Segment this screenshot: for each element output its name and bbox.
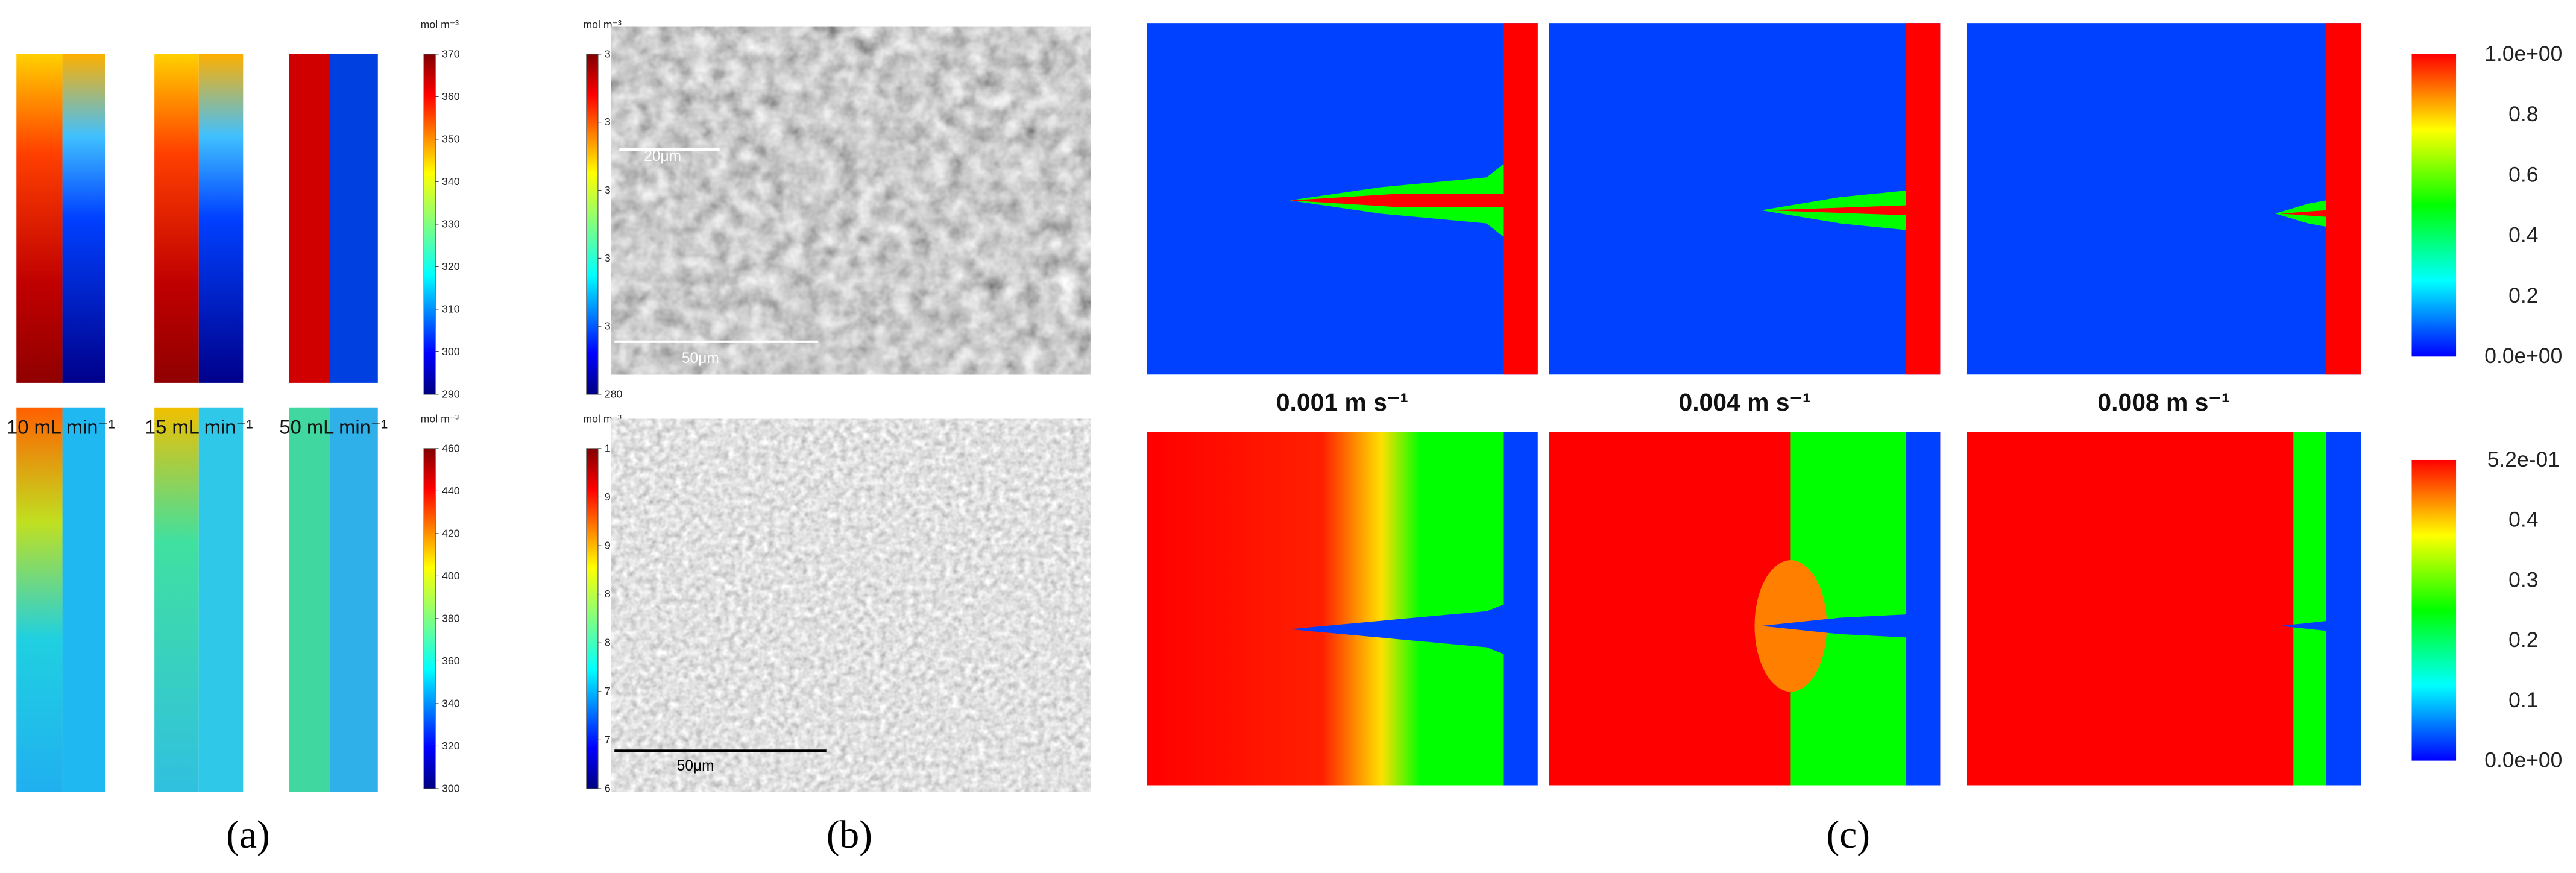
colorbar — [586, 448, 599, 789]
colorbar-unit: mol m⁻³ — [421, 18, 459, 30]
image-region — [330, 407, 378, 792]
colorbar-tick-label: 440 — [442, 485, 460, 497]
image-region — [1966, 23, 2361, 375]
colorbar-tick-label: 0.0e+00 — [2484, 748, 2562, 772]
image-region — [62, 54, 105, 383]
colorbar-tick-label: 330 — [442, 218, 460, 230]
colorbar-tick-label: 360 — [442, 655, 460, 667]
panel-letter: (c) — [1826, 813, 1870, 857]
colorbar-tick-label: 0.6 — [2508, 162, 2538, 186]
colorbar-tick-label: 300 — [442, 782, 460, 794]
panel-a: 10 mL min⁻¹ 15 mL min⁻¹ 50 mL min⁻¹ mol … — [7, 18, 628, 857]
image-region — [1906, 432, 1941, 786]
image-region — [611, 418, 1091, 792]
flow-label: 10 mL min⁻¹ — [7, 415, 115, 438]
colorbar-tick-label: 0.1 — [2508, 688, 2538, 712]
image-region — [289, 407, 330, 792]
colorbar — [423, 54, 436, 395]
image-region — [16, 407, 63, 792]
colorbar-tick-label: 360 — [442, 90, 460, 102]
colorbar-tick-label: 0.2 — [2508, 628, 2538, 652]
colorbar-tick-label: 5.2e-01 — [2487, 447, 2560, 471]
scale-bar: mol m⁻³ 370 360 350 340 330 320 310 300 290 mol m⁻… — [421, 18, 629, 794]
colorbar-tick-label: 380 — [442, 612, 460, 624]
panel-b: 20μm 50μm 50μm (b) — [610, 25, 1091, 857]
colorbar-tick-label: 310 — [442, 303, 460, 315]
dendrite-shape — [1290, 604, 1504, 654]
colorbar-unit: mol m⁻³ — [421, 412, 459, 424]
scale-bar-label: 50μm — [677, 758, 714, 774]
dendrite-shape — [1761, 614, 1906, 638]
image-region — [289, 54, 330, 383]
colorbar — [586, 54, 599, 395]
colorbar-tick-label: 420 — [442, 527, 460, 539]
velocity-label: 0.008 m s⁻¹ — [2097, 388, 2229, 416]
colorbar-tick-label: 0.2 — [2508, 283, 2538, 307]
scale-bar: 1.0e+00 0.8 0.6 0.4 0.2 0.0e+00 5.2e-01 0.4 0.3 0… — [2411, 42, 2562, 772]
colorbar-tick-label: 0.0e+00 — [2484, 344, 2562, 368]
image-region — [16, 54, 63, 383]
image-region — [198, 54, 244, 383]
image-region — [1503, 23, 1538, 375]
panel-letter: (a) — [226, 813, 270, 857]
colorbar-tick-label: 400 — [442, 570, 460, 582]
image-region — [154, 407, 199, 792]
scale-bar-label: 50μm — [682, 350, 719, 367]
scale-bar-label: 20μm — [644, 148, 681, 165]
panel-c: 0.001 m s⁻¹ 0.004 m s⁻¹ 0.008 m s⁻¹ 1.0e… — [1147, 23, 2562, 857]
image-region — [1906, 23, 1941, 375]
colorbar-tick-label: 0.3 — [2508, 567, 2538, 591]
image-region — [2326, 432, 2361, 786]
colorbar-tick-label: 460 — [442, 442, 460, 454]
image-region — [610, 25, 801, 169]
image-region — [2293, 432, 2326, 786]
colorbar-tick-label: 340 — [442, 175, 460, 188]
colorbar-tick-label: 300 — [442, 345, 460, 358]
image-region — [62, 407, 105, 792]
colorbar-tick-label: 1.0e+00 — [2484, 42, 2562, 66]
flow-label: 15 mL min⁻¹ — [145, 415, 253, 438]
image-region — [198, 407, 244, 792]
flow-label: 50 mL min⁻¹ — [279, 415, 388, 438]
colorbar-tick-label: 0.4 — [2508, 223, 2538, 247]
dendrite-shape — [2280, 621, 2326, 631]
colorbar-tick-label: 370 — [442, 48, 460, 60]
image-region — [154, 54, 199, 383]
colorbar — [423, 448, 436, 789]
colorbar-tick-label: 280 — [605, 388, 623, 400]
colorbar-tick-label: 350 — [442, 133, 460, 145]
colorbar-tick-label: 0.4 — [2508, 508, 2538, 532]
image-region — [1503, 432, 1538, 786]
dendrite-shape — [2280, 210, 2326, 217]
velocity-label: 0.001 m s⁻¹ — [1276, 388, 1408, 416]
image-region — [2326, 23, 2361, 375]
colorbar-tick-label: 320 — [442, 740, 460, 752]
colorbar — [2411, 459, 2457, 761]
velocity-label: 0.004 m s⁻¹ — [1678, 388, 1810, 416]
colorbar-tick-label: 0.8 — [2508, 102, 2538, 126]
panel-letter: (b) — [827, 813, 872, 857]
colorbar-tick-label: 320 — [442, 260, 460, 273]
colorbar — [2411, 54, 2457, 357]
dendrite-shape — [1766, 205, 1906, 215]
colorbar-tick-label: 340 — [442, 697, 460, 709]
colorbar-tick-label: 290 — [442, 388, 460, 400]
image-region — [330, 54, 378, 383]
